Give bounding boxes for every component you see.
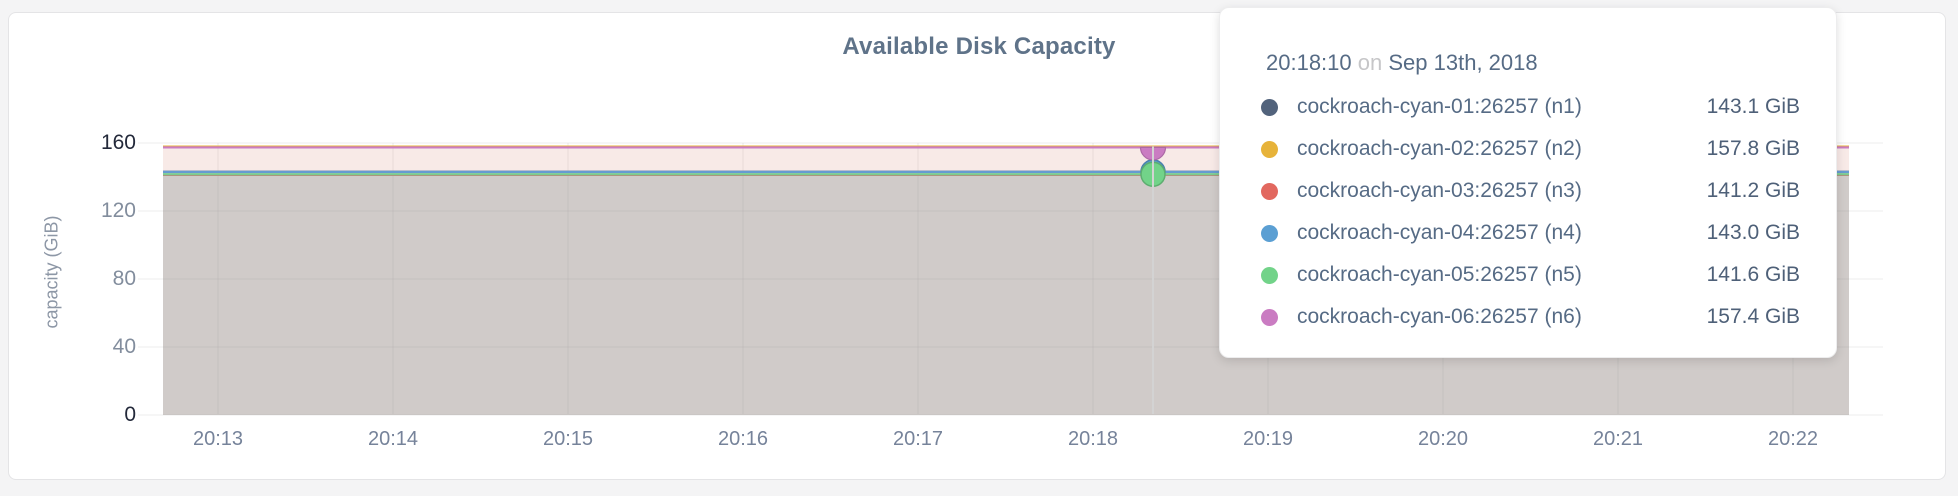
y-tick-label: 120	[100, 199, 136, 222]
chart-title: Available Disk Capacity	[842, 33, 1116, 60]
x-tick-label: 20:22	[1767, 428, 1819, 450]
series-name: cockroach-cyan-06:26257 (n6)	[1297, 305, 1582, 328]
series-name: cockroach-cyan-04:26257 (n4)	[1297, 221, 1582, 244]
series-color-dot	[1261, 308, 1278, 326]
series-color-dot	[1261, 98, 1278, 116]
x-tick-label: 20:19	[1242, 428, 1294, 450]
series-name: cockroach-cyan-05:26257 (n5)	[1297, 263, 1582, 286]
tooltip-header: 20:18:10 on Sep 13th, 2018	[1266, 50, 1800, 76]
x-tick-label: 20:17	[892, 428, 944, 450]
tooltip-rows: cockroach-cyan-01:26257 (n1) 143.1 GiB coc…	[1261, 86, 1800, 338]
series-name: cockroach-cyan-03:26257 (n3)	[1297, 179, 1582, 202]
series-color-dot	[1261, 140, 1278, 158]
series-name: cockroach-cyan-01:26257 (n1)	[1297, 95, 1582, 118]
tooltip-series-row: cockroach-cyan-03:26257 (n3) 141.2 GiB	[1261, 170, 1800, 212]
tooltip-series-row: cockroach-cyan-01:26257 (n1) 143.1 GiB	[1261, 86, 1800, 128]
tooltip-series-row: cockroach-cyan-06:26257 (n6) 157.4 GiB	[1261, 296, 1800, 338]
x-tick-label: 20:13	[192, 428, 244, 450]
series-value: 141.2 GiB	[1706, 179, 1800, 202]
x-tick-label: 20:21	[1592, 428, 1644, 450]
y-tick-label: 0	[124, 403, 136, 426]
x-tick-label: 20:20	[1417, 428, 1469, 450]
series-name: cockroach-cyan-02:26257 (n2)	[1297, 137, 1582, 160]
y-tick-label: 40	[112, 335, 136, 358]
tooltip-series-row: cockroach-cyan-04:26257 (n4) 143.0 GiB	[1261, 212, 1800, 254]
series-color-dot	[1261, 182, 1278, 200]
series-value: 143.0 GiB	[1706, 221, 1800, 244]
y-tick-label: 80	[112, 267, 136, 290]
x-tick-label: 20:15	[542, 428, 594, 450]
tooltip-date: Sep 13th, 2018	[1388, 50, 1538, 75]
series-value: 141.6 GiB	[1706, 263, 1800, 286]
hover-tooltip: 20:18:10 on Sep 13th, 2018 cockroach-cya…	[1219, 7, 1837, 358]
x-tick-label: 20:14	[367, 428, 419, 450]
series-color-dot	[1261, 266, 1278, 284]
tooltip-series-row: cockroach-cyan-05:26257 (n5) 141.6 GiB	[1261, 254, 1800, 296]
series-color-dot	[1261, 224, 1278, 242]
y-tick-label: 160	[100, 131, 136, 154]
x-tick-label: 20:16	[717, 428, 769, 450]
tooltip-series-row: cockroach-cyan-02:26257 (n2) 157.8 GiB	[1261, 128, 1800, 170]
series-value: 157.4 GiB	[1706, 305, 1800, 328]
tooltip-time: 20:18:10	[1266, 50, 1352, 75]
x-tick-label: 20:18	[1067, 428, 1119, 450]
series-value: 157.8 GiB	[1706, 137, 1800, 160]
tooltip-on-word: on	[1357, 50, 1383, 75]
series-value: 143.1 GiB	[1706, 95, 1800, 118]
